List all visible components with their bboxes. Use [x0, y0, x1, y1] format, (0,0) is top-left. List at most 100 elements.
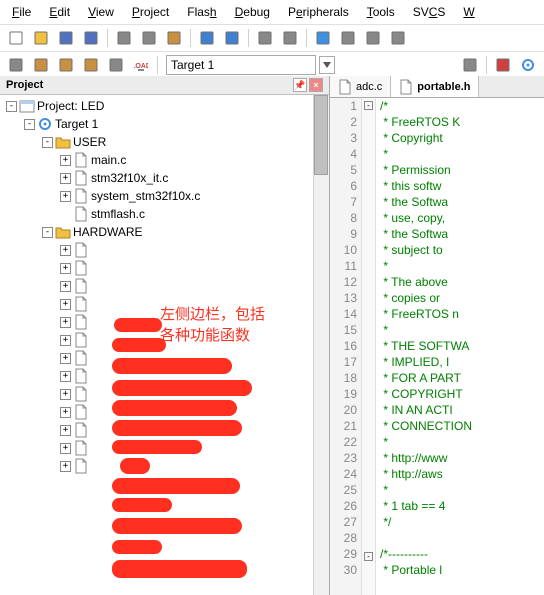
redaction-stroke: [112, 338, 166, 352]
target-combo[interactable]: Target 1: [166, 55, 316, 75]
tree-toggle-icon[interactable]: -: [42, 137, 53, 148]
tree-row[interactable]: + system_stm32f10x.c: [0, 187, 313, 205]
redaction-stroke: [112, 478, 240, 494]
bookmark-next-button[interactable]: [361, 27, 385, 49]
build-button[interactable]: [29, 54, 53, 76]
tree-toggle-icon[interactable]: -: [6, 101, 17, 112]
file-icon: [73, 260, 89, 276]
target-button[interactable]: [516, 54, 540, 76]
undo-button[interactable]: [195, 27, 219, 49]
close-icon[interactable]: ×: [309, 78, 323, 92]
tree-row[interactable]: -Target 1: [0, 115, 313, 133]
bookmark-clear-button[interactable]: [386, 27, 410, 49]
menu-tools[interactable]: Tools: [359, 2, 403, 22]
tree-toggle-icon[interactable]: +: [60, 389, 71, 400]
tree-toggle-icon[interactable]: +: [60, 443, 71, 454]
copy-button[interactable]: [137, 27, 161, 49]
menu-svcs[interactable]: SVCS: [405, 2, 454, 22]
tree-label: system_stm32f10x.c: [91, 189, 200, 203]
menu-file[interactable]: File: [4, 2, 39, 22]
project-panel-header: Project 📌 ×: [0, 76, 329, 95]
file-icon: [73, 206, 89, 222]
bookmark-prev-button[interactable]: [336, 27, 360, 49]
tree-row[interactable]: +stm32f10x_it.c: [0, 169, 313, 187]
menu-w[interactable]: W: [455, 2, 482, 22]
toolbar-build: LOAD Target 1: [0, 52, 544, 79]
fold-column[interactable]: --: [362, 98, 376, 595]
people-button[interactable]: [491, 54, 515, 76]
fwd-button[interactable]: [278, 27, 302, 49]
tree-row[interactable]: -Project: LED: [0, 97, 313, 115]
batch-button[interactable]: [79, 54, 103, 76]
tree-toggle-icon[interactable]: +: [60, 281, 71, 292]
annotation-text: 左侧边栏，包括 各种功能函数: [160, 304, 265, 346]
tree-row[interactable]: +main.c: [0, 151, 313, 169]
menu-edit[interactable]: Edit: [41, 2, 78, 22]
menu-flash[interactable]: Flash: [179, 2, 224, 22]
menu-project[interactable]: Project: [124, 2, 177, 22]
code-content[interactable]: /* * FreeRTOS K * Copyright * * Permissi…: [376, 98, 544, 595]
redaction-stroke: [112, 518, 242, 534]
tree-toggle-icon[interactable]: +: [60, 461, 71, 472]
tree-toggle-icon[interactable]: +: [60, 353, 71, 364]
tree-toggle-icon[interactable]: +: [60, 191, 71, 202]
folder-icon: [55, 224, 71, 240]
tree-row[interactable]: +: [0, 277, 313, 295]
bookmark-button[interactable]: [311, 27, 335, 49]
tree-toggle-icon[interactable]: +: [60, 371, 71, 382]
editor[interactable]: 1234567891011121314151617181920212223242…: [330, 98, 544, 595]
tree-toggle-icon[interactable]: -: [42, 227, 53, 238]
tree-toggle-icon[interactable]: +: [60, 173, 71, 184]
redaction-stroke: [112, 420, 242, 436]
redaction-stroke: [112, 560, 247, 578]
svg-text:LOAD: LOAD: [134, 63, 148, 70]
download-button[interactable]: LOAD: [129, 54, 153, 76]
redaction-stroke: [112, 380, 252, 396]
proj-icon: [19, 98, 35, 114]
translate-button[interactable]: [4, 54, 28, 76]
tree-toggle-icon[interactable]: +: [60, 263, 71, 274]
open-button[interactable]: [29, 27, 53, 49]
file-icon: [73, 350, 89, 366]
paste-button[interactable]: [162, 27, 186, 49]
main-area: Project 📌 × -Project: LED-Target 1-USER+…: [0, 76, 544, 595]
redaction-stroke: [112, 400, 237, 416]
new-button[interactable]: [4, 27, 28, 49]
tree-row[interactable]: - HARDWARE: [0, 223, 313, 241]
menu-view[interactable]: View: [80, 2, 122, 22]
tree-row[interactable]: - USER: [0, 133, 313, 151]
tree-row[interactable]: +: [0, 295, 313, 313]
tree-toggle-icon[interactable]: +: [60, 245, 71, 256]
cut-button[interactable]: [112, 27, 136, 49]
build-all-button[interactable]: [54, 54, 78, 76]
menu-debug[interactable]: Debug: [227, 2, 278, 22]
tree-row[interactable]: +: [0, 457, 313, 475]
tree-row[interactable]: +: [0, 241, 313, 259]
redo-button[interactable]: [220, 27, 244, 49]
tab-adc-c[interactable]: adc.c: [330, 76, 391, 97]
menu-peripherals[interactable]: Peripherals: [280, 2, 357, 22]
tree-toggle-icon[interactable]: +: [60, 155, 71, 166]
tree-row[interactable]: stmflash.c: [0, 205, 313, 223]
tree-toggle-icon[interactable]: +: [60, 425, 71, 436]
tree-scrollbar[interactable]: [313, 95, 329, 595]
tree-label: HARDWARE: [73, 225, 143, 239]
save-all-button[interactable]: [79, 27, 103, 49]
back-button[interactable]: [253, 27, 277, 49]
tree-label: USER: [73, 135, 106, 149]
folder-icon: [55, 134, 71, 150]
tree-toggle-icon[interactable]: -: [24, 119, 35, 130]
stop-button[interactable]: [104, 54, 128, 76]
tree-toggle-icon[interactable]: +: [60, 407, 71, 418]
tree-row[interactable]: +: [0, 259, 313, 277]
tree-toggle-icon[interactable]: +: [60, 299, 71, 310]
wand-button[interactable]: [458, 54, 482, 76]
pin-icon[interactable]: 📌: [293, 78, 307, 92]
redaction-stroke: [112, 540, 162, 554]
save-button[interactable]: [54, 27, 78, 49]
combo-arrow-icon[interactable]: [319, 56, 335, 74]
tab-portable-h[interactable]: portable.h: [391, 76, 479, 97]
tree-toggle-icon[interactable]: +: [60, 317, 71, 328]
tree-toggle-icon[interactable]: +: [60, 335, 71, 346]
code-area: adc.cportable.h 123456789101112131415161…: [330, 76, 544, 595]
